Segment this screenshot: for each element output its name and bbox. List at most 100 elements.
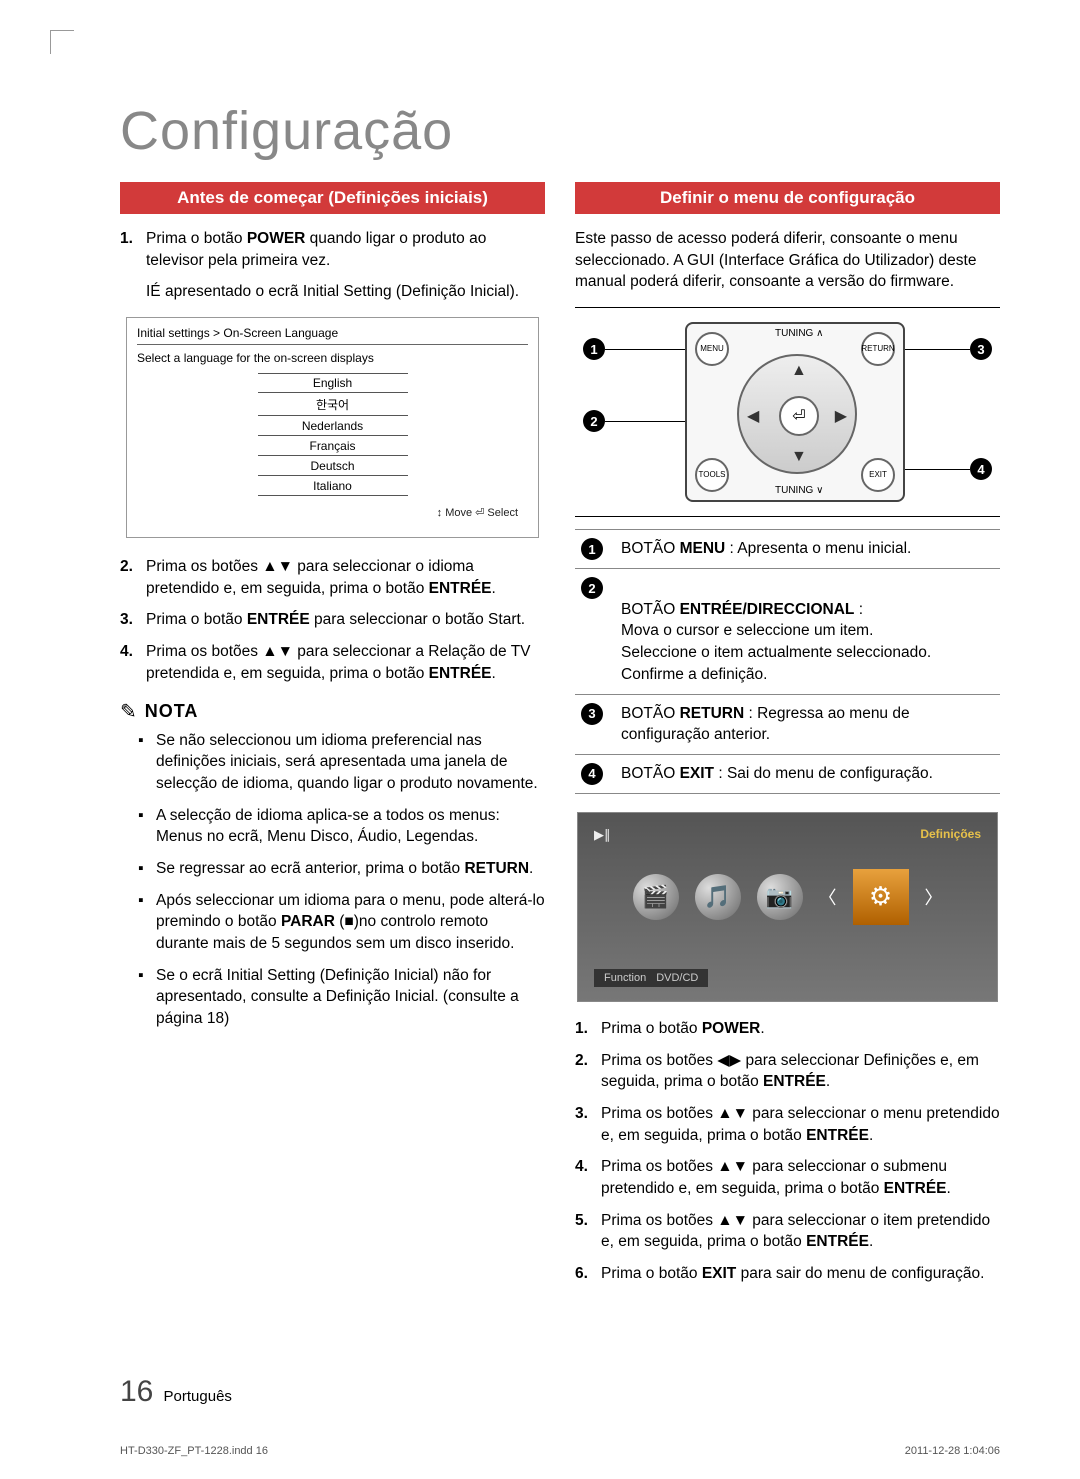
list-number: 2. (120, 556, 146, 599)
list-item: 2.Prima os botões ◀▶ para seleccionar De… (575, 1050, 1000, 1093)
language-option: Nederlands (258, 417, 408, 436)
row-number-icon: 3 (581, 703, 603, 725)
row-desc: BOTÃO ENTRÉE/DIRECCIONAL : Mova o cursor… (615, 569, 1000, 694)
note-text: Após seleccionar um idioma para o menu, … (156, 890, 545, 955)
list-text: Prima os botões ▲▼ para seleccionar a Re… (146, 641, 545, 684)
tv-icon-row: 🎬 🎵 📷 〈 ⚙ 〉 (594, 869, 981, 925)
list-text: Prima os botões ▲▼ para seleccionar o su… (601, 1156, 1000, 1199)
list-item: 1.Prima o botão POWER. (575, 1018, 1000, 1040)
list-number: 3. (575, 1103, 601, 1146)
list-number: 5. (575, 1210, 601, 1253)
initial-settings-screenshot: Initial settings > On-Screen Language Se… (126, 317, 539, 538)
list-number: 6. (575, 1263, 601, 1285)
list-number: 4. (120, 641, 146, 684)
row-number-icon: 1 (581, 538, 603, 560)
tv-menu-icon: 🎬 (633, 874, 679, 920)
imprint-file: HT-D330-ZF_PT-1228.indd 16 (120, 1445, 268, 1457)
list-item: 3.Prima os botões ▲▼ para seleccionar o … (575, 1103, 1000, 1146)
play-pause-icon: ▶∥ (594, 827, 611, 843)
left-step-1: 1. Prima o botão POWER quando ligar o pr… (120, 228, 545, 303)
row-number-icon: 4 (581, 763, 603, 785)
nota-label: NOTA (145, 701, 199, 722)
tuning-up-label: TUNING ∧ (775, 328, 823, 339)
list-text: Prima o botão ENTRÉE para seleccionar o … (146, 609, 545, 631)
exit-button-icon: EXIT (861, 458, 895, 492)
imprint-line: HT-D330-ZF_PT-1228.indd 16 2011-12-28 1:… (120, 1445, 1000, 1457)
callout-2: 2 (583, 410, 695, 432)
tuning-down-label: TUNING ∨ (775, 485, 823, 496)
list-number: 3. (120, 609, 146, 631)
dpad-left-icon: ◀ (747, 406, 759, 426)
list-number: 1. (120, 228, 146, 271)
list-text: Prima os botões ▲▼ para seleccionar o me… (601, 1103, 1000, 1146)
left-steps-2-4: 2. Prima os botões ▲▼ para seleccionar o… (120, 556, 545, 684)
definicoes-label: Definições (920, 827, 981, 843)
move-select-hint: ↕ Move ⏎ Select (137, 506, 528, 519)
table-row: 3 BOTÃO RETURN : Regressa ao menu de con… (575, 694, 1000, 754)
language-option: English (258, 373, 408, 393)
return-button-icon: RETURN (861, 332, 895, 366)
table-row: 2 BOTÃO ENTRÉE/DIRECCIONAL : Mova o curs… (575, 569, 1000, 694)
language-list: English 한국어 Nederlands Français Deutsch … (137, 373, 528, 496)
row-desc: BOTÃO RETURN : Regressa ao menu de confi… (615, 694, 1000, 754)
chevron-left-icon: 〈 (819, 884, 837, 910)
settings-subtitle: Select a language for the on-screen disp… (137, 351, 528, 365)
dpad: ▲ ▼ ◀ ▶ ⏎ (737, 354, 857, 474)
row-desc: BOTÃO MENU : Apresenta o menu inicial. (615, 530, 1000, 569)
tv-menu-icon-selected: ⚙ (853, 869, 909, 925)
right-intro: Este passo de acesso poderá diferir, con… (575, 228, 1000, 293)
dpad-up-icon: ▲ (791, 362, 807, 380)
list-text: Prima o botão POWER. (601, 1018, 1000, 1040)
note-text: A selecção de idioma aplica-se a todos o… (156, 805, 545, 848)
chevron-right-icon: 〉 (925, 884, 943, 910)
language-option: Italiano (258, 477, 408, 496)
source-label: DVD/CD (656, 972, 698, 984)
list-number: 4. (575, 1156, 601, 1199)
imprint-date: 2011-12-28 1:04:06 (905, 1445, 1000, 1457)
notes-list: ▪Se não seleccionou um idioma preferenci… (138, 730, 545, 1030)
button-description-table: 1 BOTÃO MENU : Apresenta o menu inicial.… (575, 529, 1000, 794)
language-option: 한국어 (258, 394, 408, 416)
remote-body: TUNING ∧ TUNING ∨ MENU RETURN TOOLS EXIT… (685, 322, 905, 502)
tv-menu-icon: 🎵 (695, 874, 741, 920)
list-number: 1. (575, 1018, 601, 1040)
dpad-right-icon: ▶ (835, 406, 847, 426)
page-footer: 16 Português (120, 1375, 232, 1409)
dpad-down-icon: ▼ (791, 448, 807, 466)
page-title: Configuração (120, 100, 1000, 162)
bullet-icon: ▪ (138, 965, 156, 1030)
left-column: Antes de começar (Definições iniciais) 1… (120, 182, 545, 1297)
callout-1: 1 (583, 338, 695, 360)
manual-page: Configuração Antes de começar (Definiçõe… (0, 0, 1080, 1479)
tv-screenshot: ▶∥ Definições 🎬 🎵 📷 〈 ⚙ 〉 Function DVD/C… (577, 812, 998, 1002)
step1-extra: IÉ apresentado o ecrã Initial Setting (D… (146, 281, 545, 303)
note-icon: ✎ (120, 699, 137, 724)
list-number: 2. (575, 1050, 601, 1093)
row-number-icon: 2 (581, 577, 603, 599)
remote-diagram: 1 2 3 4 TUNING ∧ TUNING ∨ MENU RETURN TO… (575, 307, 1000, 517)
tv-menu-icon: 📷 (757, 874, 803, 920)
right-column: Definir o menu de configuração Este pass… (575, 182, 1000, 1297)
table-row: 1 BOTÃO MENU : Apresenta o menu inicial. (575, 530, 1000, 569)
language-option: Français (258, 437, 408, 456)
bullet-icon: ▪ (138, 858, 156, 880)
tv-status-bar: Function DVD/CD (594, 969, 708, 987)
list-item: 6.Prima o botão EXIT para sair do menu d… (575, 1263, 1000, 1285)
right-steps: 1.Prima o botão POWER.2.Prima os botões … (575, 1018, 1000, 1285)
bullet-icon: ▪ (138, 805, 156, 848)
row-desc: BOTÃO EXIT : Sai do menu de configuração… (615, 754, 1000, 793)
list-item: 4.Prima os botões ▲▼ para seleccionar o … (575, 1156, 1000, 1199)
bullet-icon: ▪ (138, 890, 156, 955)
enter-button-icon: ⏎ (779, 396, 819, 436)
note-text: Se o ecrã Initial Setting (Definição Ini… (156, 965, 545, 1030)
function-label: Function (604, 972, 646, 984)
list-text: Prima o botão POWER quando ligar o produ… (146, 228, 545, 271)
tools-button-icon: TOOLS (695, 458, 729, 492)
page-number: 16 (120, 1375, 153, 1408)
crop-mark (50, 30, 74, 54)
list-text: Prima o botão EXIT para sair do menu de … (601, 1263, 1000, 1285)
two-column-layout: Antes de começar (Definições iniciais) 1… (120, 182, 1000, 1297)
list-item: 5.Prima os botões ▲▼ para seleccionar o … (575, 1210, 1000, 1253)
list-text: Prima os botões ◀▶ para seleccionar Defi… (601, 1050, 1000, 1093)
note-text: Se não seleccionou um idioma preferencia… (156, 730, 545, 795)
